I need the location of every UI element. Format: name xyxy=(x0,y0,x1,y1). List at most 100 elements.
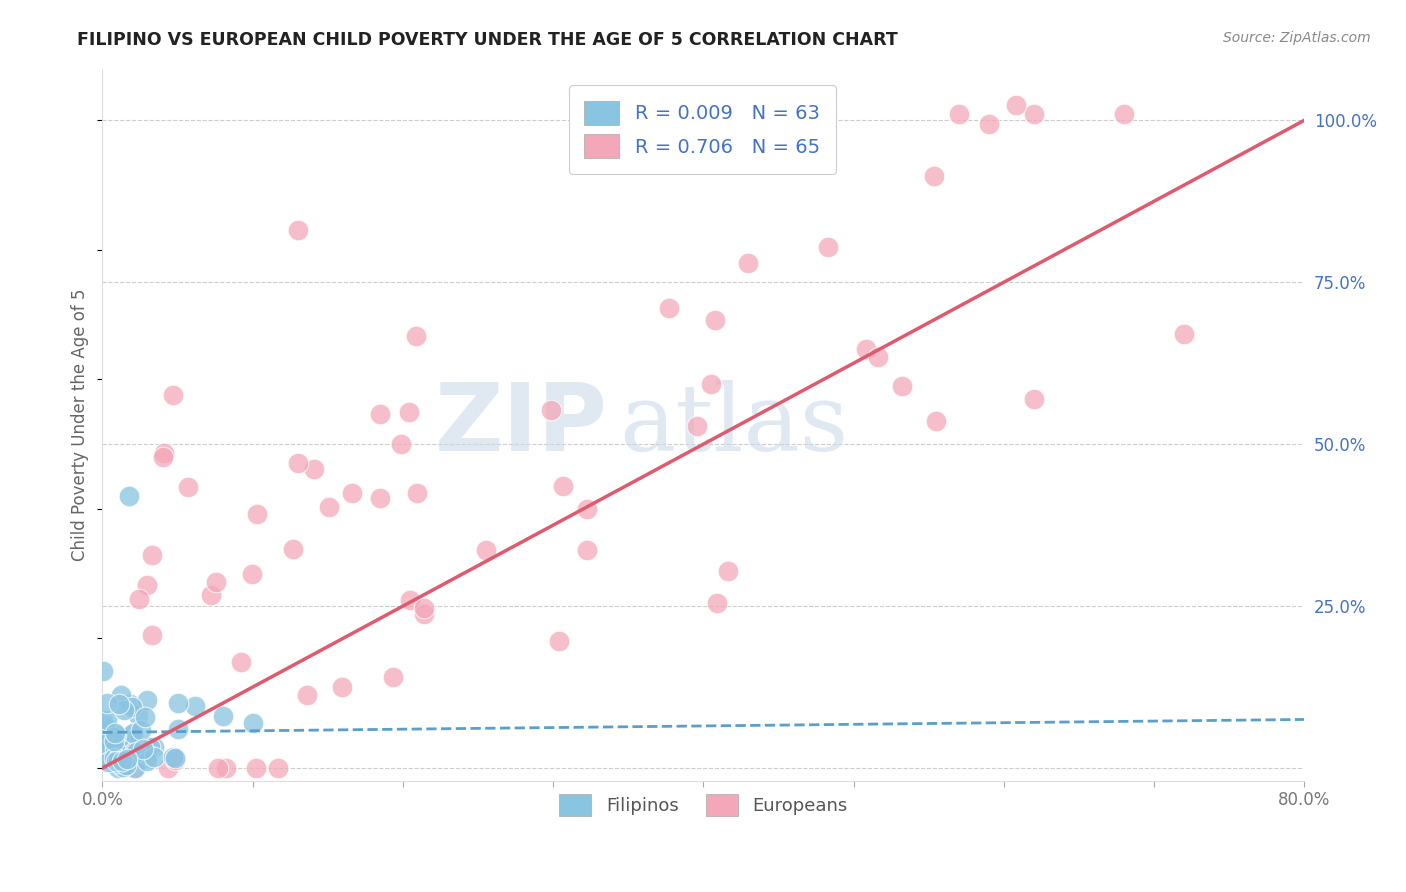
Point xyxy=(184,698,207,713)
Point xyxy=(162,388,184,402)
Point xyxy=(136,692,159,706)
Point xyxy=(163,753,186,767)
Point xyxy=(110,747,132,761)
Point xyxy=(127,708,149,723)
Text: atlas: atlas xyxy=(619,380,848,470)
Point xyxy=(112,760,135,774)
Point xyxy=(413,601,436,615)
Point xyxy=(96,696,118,710)
Point xyxy=(93,743,115,757)
Point xyxy=(103,730,125,744)
Point xyxy=(342,486,364,500)
Point xyxy=(108,698,131,712)
Point xyxy=(122,726,145,740)
Point xyxy=(107,761,129,775)
Point xyxy=(405,329,427,343)
Point xyxy=(737,256,759,270)
Point xyxy=(103,751,125,765)
Point xyxy=(167,696,190,710)
Point xyxy=(318,500,340,514)
Legend: Filipinos, Europeans: Filipinos, Europeans xyxy=(550,785,856,825)
Point xyxy=(922,169,945,183)
Point xyxy=(398,405,420,419)
Point xyxy=(368,491,391,505)
Point xyxy=(120,697,142,711)
Point xyxy=(200,588,222,602)
Point xyxy=(700,377,723,392)
Point xyxy=(686,418,709,433)
Point xyxy=(101,752,124,766)
Point xyxy=(295,689,318,703)
Text: ZIP: ZIP xyxy=(434,379,607,471)
Point xyxy=(678,94,700,108)
Point xyxy=(91,737,114,751)
Point xyxy=(855,343,877,357)
Point xyxy=(246,508,269,522)
Point xyxy=(118,756,141,771)
Point xyxy=(103,738,125,752)
Point xyxy=(132,741,155,756)
Point xyxy=(112,703,135,717)
Text: Source: ZipAtlas.com: Source: ZipAtlas.com xyxy=(1223,31,1371,45)
Y-axis label: Child Poverty Under the Age of 5: Child Poverty Under the Age of 5 xyxy=(72,288,89,561)
Point xyxy=(576,543,599,558)
Point xyxy=(817,240,839,254)
Point xyxy=(891,379,914,393)
Point xyxy=(111,754,134,768)
Point xyxy=(98,722,121,736)
Point xyxy=(330,680,353,694)
Point xyxy=(125,746,148,760)
Point xyxy=(540,402,562,417)
Point xyxy=(152,450,174,464)
Point xyxy=(162,750,184,764)
Point xyxy=(103,750,125,764)
Point xyxy=(163,751,186,765)
Point xyxy=(1005,98,1028,112)
Point xyxy=(121,699,143,714)
Point xyxy=(96,713,118,727)
Point xyxy=(97,756,120,770)
Point xyxy=(136,755,159,769)
Point xyxy=(107,756,129,770)
Point xyxy=(120,729,142,743)
Point xyxy=(91,664,114,678)
Point xyxy=(136,747,159,762)
Point xyxy=(141,548,163,562)
Point xyxy=(142,740,165,755)
Point xyxy=(1112,107,1135,121)
Point xyxy=(211,709,233,723)
Point xyxy=(105,754,128,768)
Point xyxy=(177,480,200,494)
Point xyxy=(107,752,129,766)
Point xyxy=(142,749,165,764)
Point xyxy=(215,761,238,775)
Point xyxy=(868,350,890,364)
Point xyxy=(267,761,290,775)
Point xyxy=(110,688,132,702)
Point xyxy=(658,301,681,316)
Point xyxy=(925,414,948,428)
Point xyxy=(948,107,970,121)
Point xyxy=(94,753,117,767)
Point xyxy=(405,486,427,500)
Point xyxy=(287,223,309,237)
Point xyxy=(141,628,163,642)
Point xyxy=(100,749,122,764)
Point xyxy=(475,543,498,558)
Point xyxy=(389,436,412,450)
Point xyxy=(204,574,226,589)
Point xyxy=(716,564,738,578)
Point xyxy=(281,541,304,556)
Point xyxy=(382,670,405,684)
Point xyxy=(977,117,1000,131)
Point xyxy=(398,592,420,607)
Point xyxy=(706,596,728,610)
Point xyxy=(1022,392,1045,406)
Point xyxy=(115,758,138,772)
Point xyxy=(231,655,253,669)
Point xyxy=(94,735,117,749)
Point xyxy=(245,761,267,775)
Point xyxy=(704,313,727,327)
Point xyxy=(576,502,599,516)
Point xyxy=(103,734,125,748)
